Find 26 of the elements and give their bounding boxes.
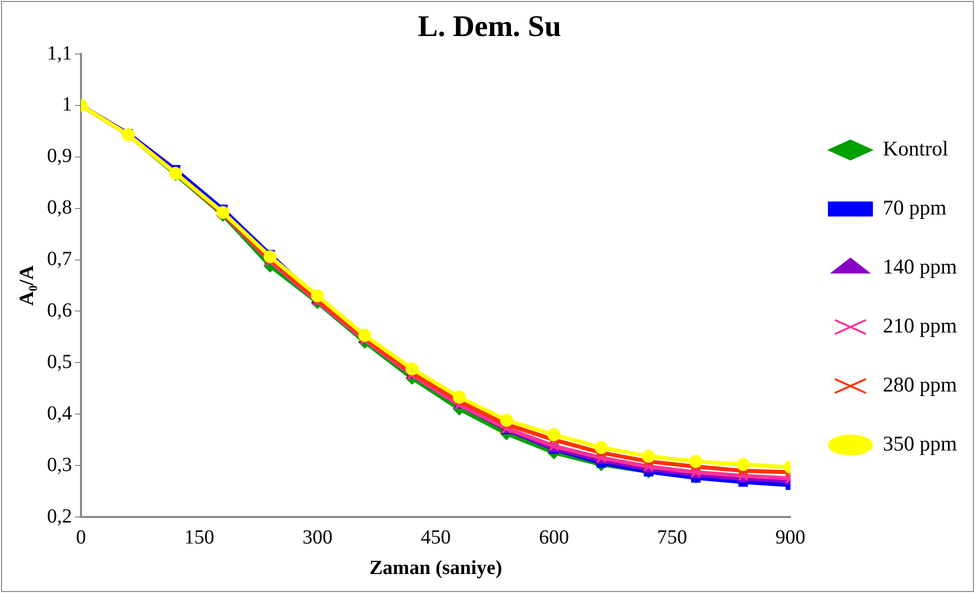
y-tick-label: 0,5 <box>47 350 72 373</box>
y-tick-label: 1 <box>62 94 72 116</box>
y-tick-label: 0,2 <box>47 505 72 528</box>
x-tick-label: 750 <box>657 526 688 548</box>
x-tick-label: 0 <box>76 526 86 548</box>
y-axis-title: A₀/A <box>16 264 38 306</box>
legend-label: 350 ppm <box>882 432 958 456</box>
y-tick-label: 1,1 <box>47 42 72 64</box>
legend-label: 210 ppm <box>882 314 958 338</box>
x-tick-label: 900 <box>775 526 806 548</box>
legend-label: 280 ppm <box>882 372 958 397</box>
x-tick-label: 600 <box>538 526 569 548</box>
x-tick-label: 150 <box>184 526 214 548</box>
y-tick-label: 0,4 <box>47 402 72 424</box>
legend-label: 140 ppm <box>882 254 958 279</box>
y-tick-label: 0,3 <box>47 454 72 476</box>
legend-label: 70 ppm <box>882 196 947 220</box>
legend-label: Kontrol <box>882 136 948 161</box>
x-tick-label: 300 <box>302 526 332 548</box>
y-tick-label: 0,7 <box>47 248 72 270</box>
y-tick-label: 0,8 <box>47 196 72 219</box>
chart-title: L. Dem. Su <box>418 10 562 43</box>
x-axis-title: Zaman (saniye) <box>369 557 502 580</box>
x-tick-label: 450 <box>420 526 451 548</box>
y-tick-label: 0,9 <box>47 145 72 168</box>
y-tick-label: 0,6 <box>47 299 72 322</box>
